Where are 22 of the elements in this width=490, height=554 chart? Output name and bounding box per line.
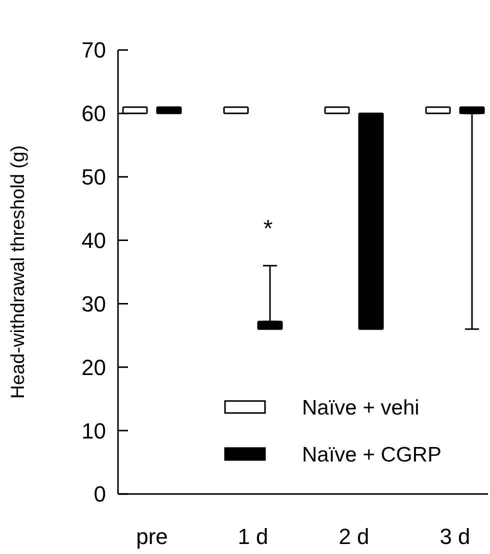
legend-label: Naïve + CGRP (302, 443, 442, 466)
legend-label: Naïve + vehi (302, 396, 420, 420)
annotation: * (263, 215, 273, 242)
y-tick-label: 20 (82, 354, 106, 380)
x-tick-label: pre (136, 524, 168, 549)
y-tick-label: 70 (82, 38, 106, 63)
bar (122, 106, 148, 114)
y-tick-label: 0 (94, 482, 106, 507)
bar (324, 106, 350, 114)
bar (425, 106, 451, 114)
x-tick-label: 2 d (338, 524, 370, 549)
bar (223, 106, 249, 114)
x-tick-label: 3 d (440, 524, 470, 549)
y-axis-title: Head-withdrawal threshold (g) (8, 145, 29, 399)
y-tick-label: 30 (82, 291, 106, 316)
x-tick-label: 1 d (238, 524, 268, 549)
y-tick-label: 50 (82, 164, 106, 190)
y-tick-label: 60 (82, 101, 106, 126)
y-tick-label: 10 (82, 418, 106, 444)
y-tick-label: 40 (82, 228, 106, 253)
bar (358, 112, 384, 330)
bar (156, 106, 182, 114)
